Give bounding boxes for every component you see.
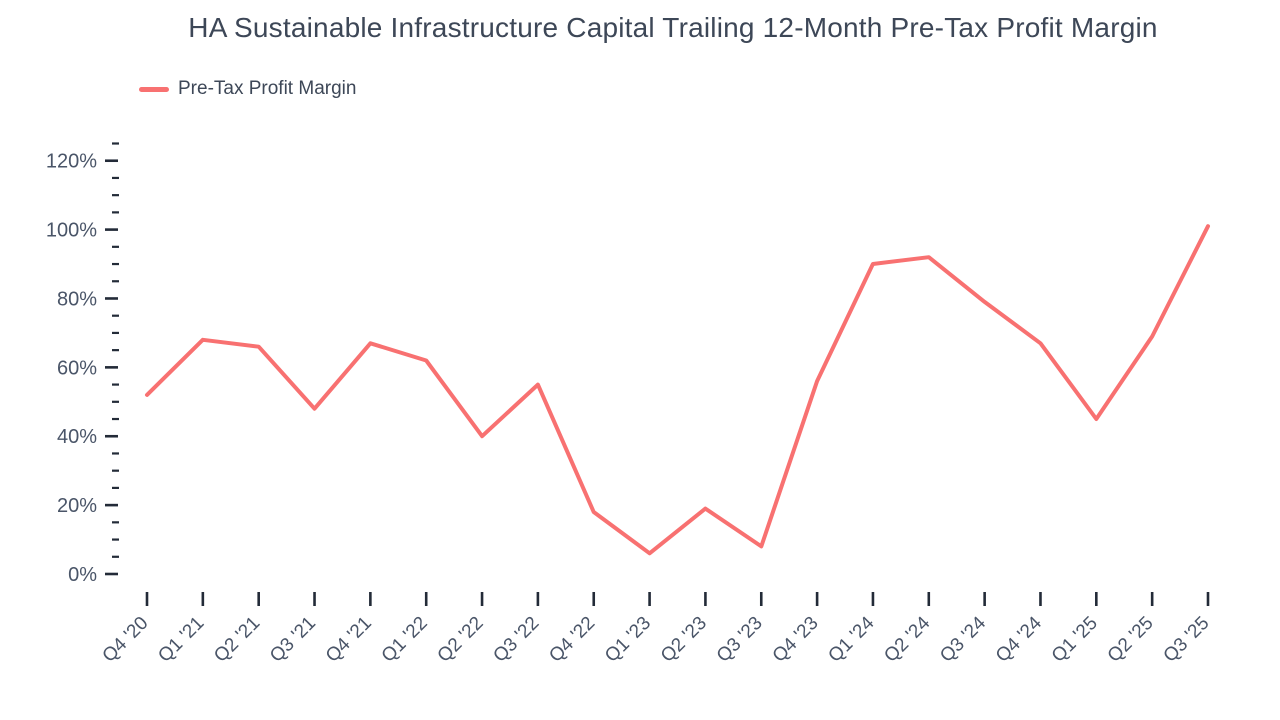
legend-item[interactable]: Pre-Tax Profit Margin — [139, 78, 356, 100]
y-axis-tick-label: 0% — [68, 564, 97, 586]
x-axis-tick-label: Q4 '23 — [769, 613, 823, 667]
y-axis-tick-label: 80% — [57, 288, 97, 310]
series-line — [145, 224, 1210, 556]
y-axis-tick-label: 120% — [46, 151, 97, 173]
y-axis-tick-label: 60% — [57, 357, 97, 379]
x-axis-tick-label: Q4 '21 — [322, 613, 376, 667]
y-axis-tick-label: 40% — [57, 426, 97, 448]
legend: Pre-Tax Profit Margin — [139, 78, 356, 100]
legend-line-swatch-icon — [139, 86, 169, 92]
x-axis-tick-label: Q3 '25 — [1160, 613, 1214, 667]
x-axis-tick-label: Q3 '21 — [266, 613, 320, 667]
x-axis-tick-label: Q3 '22 — [489, 613, 543, 667]
x-axis-tick-label: Q2 '23 — [657, 613, 711, 667]
x-axis-tick-label: Q4 '22 — [545, 613, 599, 667]
x-axis-tick-label: Q4 '20 — [99, 613, 153, 667]
x-axis-tick-label: Q1 '24 — [824, 612, 878, 666]
x-axis-tick-label: Q3 '23 — [713, 613, 767, 667]
x-axis-tick-label: Q3 '24 — [936, 612, 990, 666]
x-axis-tick-label: Q1 '23 — [601, 613, 655, 667]
x-axis-tick-label: Q2 '21 — [210, 613, 264, 667]
legend-label: Pre-Tax Profit Margin — [178, 78, 357, 99]
x-axis-tick-label: Q1 '22 — [378, 613, 432, 667]
x-axis-tick-label: Q2 '24 — [880, 612, 934, 666]
x-axis-tick-label: Q2 '22 — [434, 613, 488, 667]
x-axis-tick-label: Q1 '21 — [154, 613, 208, 667]
chart-title: HA Sustainable Infrastructure Capital Tr… — [188, 12, 1158, 43]
x-axis-tick-label: Q2 '25 — [1104, 613, 1158, 667]
x-axis-tick-label: Q1 '25 — [1048, 613, 1102, 667]
y-axis-tick-label: 100% — [46, 220, 97, 242]
x-axis-tick-label: Q4 '24 — [992, 612, 1046, 666]
y-axis-tick-label: 20% — [57, 495, 97, 517]
